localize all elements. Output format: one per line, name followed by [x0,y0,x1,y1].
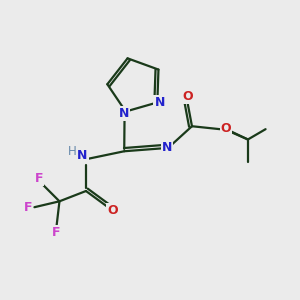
Text: F: F [34,172,43,185]
Text: H: H [68,145,77,158]
Text: F: F [52,226,61,239]
Text: N: N [162,141,172,154]
Text: N: N [77,148,88,162]
Text: O: O [220,122,231,135]
Text: N: N [119,107,129,120]
Text: O: O [107,204,118,217]
Text: N: N [154,96,165,109]
Text: F: F [24,201,32,214]
Text: O: O [182,90,193,103]
